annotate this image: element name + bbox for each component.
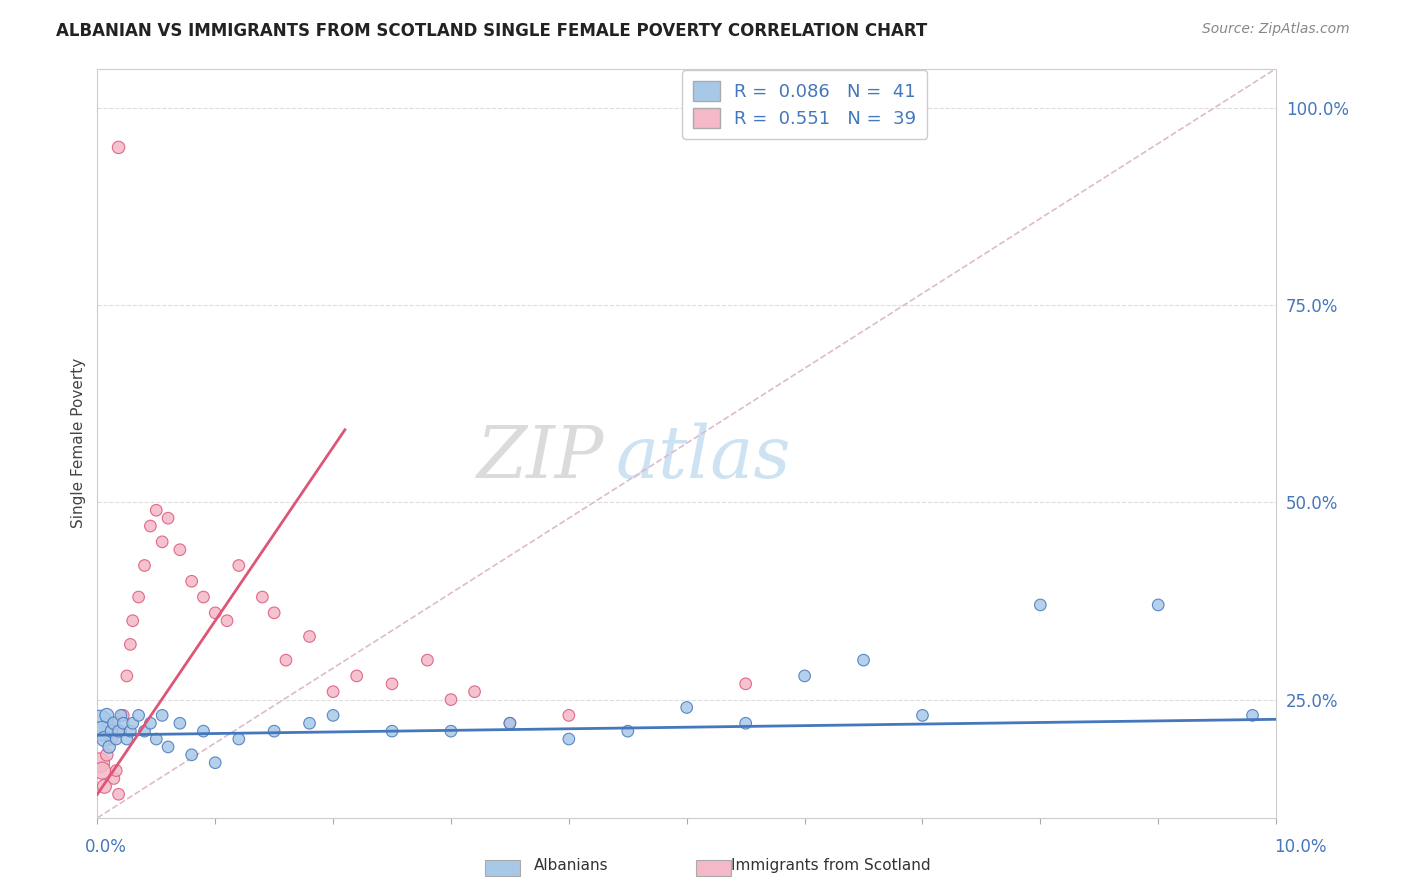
Y-axis label: Single Female Poverty: Single Female Poverty [72,358,86,528]
Point [112,716,135,731]
Point [228,732,250,747]
Point [134,724,156,739]
Point [96,747,118,762]
Point [110,724,132,739]
Point [298,716,321,731]
Point [107,724,129,739]
Point [105,764,128,778]
Point [440,692,463,706]
Point [107,787,129,801]
Point [1241,708,1264,723]
Point [98,739,121,754]
Point [169,542,191,557]
Point [120,724,142,739]
Point [128,590,150,604]
Point [1147,598,1170,612]
Point [96,708,118,723]
Point [675,700,697,714]
Point [180,574,202,589]
Point [322,708,344,723]
Point [93,780,115,794]
Point [852,653,875,667]
Point [1029,598,1052,612]
Point [115,669,138,683]
Point [215,614,238,628]
Point [128,708,150,723]
Text: Source: ZipAtlas.com: Source: ZipAtlas.com [1202,22,1350,37]
Point [381,724,404,739]
Point [298,630,321,644]
Point [112,708,135,723]
Point [911,708,934,723]
Point [115,732,138,747]
Point [193,590,215,604]
Point [145,732,167,747]
Point [157,511,180,525]
Legend: R =  0.086   N =  41, R =  0.551   N =  39: R = 0.086 N = 41, R = 0.551 N = 39 [682,70,928,139]
Text: Albanians: Albanians [534,858,609,872]
Point [169,716,191,731]
Point [120,637,142,651]
Point [100,724,122,739]
Point [103,772,125,786]
Point [139,519,162,533]
Point [193,724,215,739]
Point [252,590,274,604]
Point [274,653,297,667]
Point [416,653,439,667]
Point [150,708,173,723]
Point [499,716,522,731]
Point [98,716,121,731]
Point [204,606,226,620]
Point [263,606,285,620]
Point [134,558,156,573]
Text: 0.0%: 0.0% [84,838,127,855]
Point [103,716,125,731]
Point [105,732,128,747]
Point [150,534,173,549]
Point [228,558,250,573]
Point [100,732,122,747]
Text: Immigrants from Scotland: Immigrants from Scotland [731,858,931,872]
Point [499,716,522,731]
Point [91,724,114,739]
Point [381,677,404,691]
Point [110,708,132,723]
Point [180,747,202,762]
Point [263,724,285,739]
Point [734,677,756,691]
Text: ZIP: ZIP [477,423,605,493]
Point [89,716,111,731]
Point [145,503,167,517]
Point [107,140,129,154]
Point [157,739,180,754]
Point [793,669,815,683]
Point [204,756,226,770]
Point [558,732,581,747]
Point [89,756,111,770]
Point [91,764,114,778]
Point [121,716,143,731]
Point [93,732,115,747]
Point [346,669,368,683]
Point [558,708,581,723]
Point [139,716,162,731]
Point [734,716,756,731]
Text: atlas: atlas [616,423,792,493]
Point [617,724,640,739]
Text: 10.0%: 10.0% [1274,838,1327,855]
Point [121,614,143,628]
Text: ALBANIAN VS IMMIGRANTS FROM SCOTLAND SINGLE FEMALE POVERTY CORRELATION CHART: ALBANIAN VS IMMIGRANTS FROM SCOTLAND SIN… [56,22,928,40]
Point [440,724,463,739]
Point [322,684,344,698]
Point [464,684,486,698]
